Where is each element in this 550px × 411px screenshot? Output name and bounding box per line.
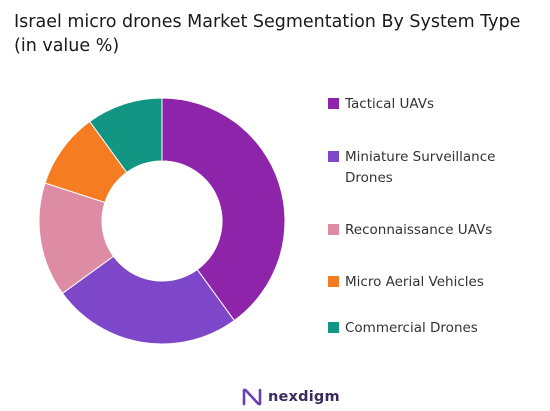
legend-label-micro-aerial-vehicles: Micro Aerial Vehicles bbox=[345, 274, 484, 290]
legend-item-commercial-drones: Commercial Drones bbox=[328, 318, 535, 339]
legend-swatch-reconnaissance-uavs bbox=[328, 224, 339, 235]
legend-swatch-commercial-drones bbox=[328, 322, 339, 333]
legend-item-reconnaissance-uavs: Reconnaissance UAVs bbox=[328, 220, 535, 241]
donut-slice-miniature-surveillance-drones bbox=[61, 255, 235, 345]
legend-label-tactical-uavs: Tactical UAVs bbox=[345, 96, 435, 112]
chart-title: Israel micro drones Market Segmentation … bbox=[14, 12, 521, 56]
legend-swatch-micro-aerial-vehicles bbox=[328, 276, 339, 287]
nexdigm-logo-icon bbox=[242, 388, 262, 406]
donut-slice-commercial-drones bbox=[89, 97, 163, 174]
legend-item-micro-aerial-vehicles: Micro Aerial Vehicles bbox=[328, 272, 535, 293]
legend-label-reconnaissance-uavs: Reconnaissance UAVs bbox=[345, 222, 493, 238]
legend-item-miniature-surveillance-drones: Miniature Surveillance Drones bbox=[328, 147, 535, 189]
legend-swatch-tactical-uavs bbox=[328, 98, 339, 109]
brand-name: nexdigm bbox=[268, 389, 340, 405]
legend-label-miniature-surveillance-drones: Miniature Surveillance Drones bbox=[345, 149, 496, 186]
legend-label-commercial-drones: Commercial Drones bbox=[345, 320, 478, 336]
donut-slice-tactical-uavs bbox=[161, 97, 286, 322]
donut-slices bbox=[38, 97, 286, 345]
legend-item-tactical-uavs: Tactical UAVs bbox=[328, 94, 535, 115]
legend-swatch-miniature-surveillance-drones bbox=[328, 151, 339, 162]
brand-footer: nexdigm bbox=[242, 388, 340, 406]
